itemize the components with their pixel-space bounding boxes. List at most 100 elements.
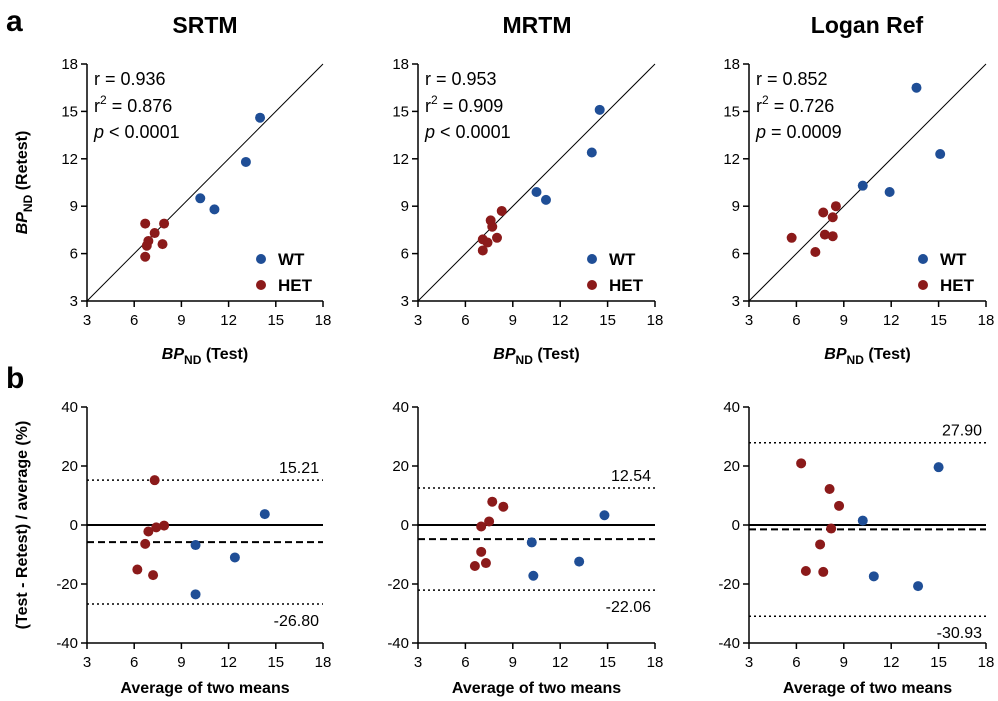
legend-marker-wt [918, 254, 928, 264]
identity-line [748, 63, 987, 302]
y-tick-label: -20 [718, 576, 740, 593]
data-point-wt [884, 186, 895, 197]
stat-p-value: p = 0.0009 [755, 122, 842, 142]
legend-label-het: HET [609, 276, 644, 295]
data-point-wt [868, 571, 879, 582]
x-tick-label: 15 [599, 654, 616, 671]
stat-r-squared: r2 = 0.726 [756, 93, 834, 116]
panel-label-a: a [6, 5, 23, 38]
data-point-het [827, 231, 838, 242]
stat-r-squared-superscript: 2 [431, 93, 438, 107]
stat-p-text: < 0.0001 [104, 122, 180, 142]
x-tick-label: 12 [220, 312, 237, 329]
data-point-het [818, 566, 829, 577]
stat-r-squared-base: r [756, 96, 762, 116]
stat-p-value: p < 0.0001 [424, 122, 511, 142]
data-point-wt [531, 186, 542, 197]
y-tick-label: 0 [70, 517, 78, 534]
data-point-het [140, 251, 151, 262]
data-point-het [476, 521, 487, 532]
x-axis-label: BPND (Test) [824, 346, 910, 367]
y-axis-label: (Test - Retest) / average (%) [14, 421, 31, 630]
column-title-logan-ref: Logan Ref [811, 12, 924, 38]
data-point-wt [586, 147, 597, 158]
y-tick-label: -40 [718, 635, 740, 652]
x-tick-label: 15 [267, 312, 284, 329]
y-tick-label: 9 [732, 198, 740, 215]
y-tick-label: 6 [70, 246, 78, 263]
x-tick-label: 3 [83, 654, 91, 671]
legend-marker-wt [256, 254, 266, 264]
series-wt [531, 104, 605, 205]
data-point-het [487, 221, 498, 232]
data-point-het [140, 218, 151, 229]
y-tick-label: 18 [61, 56, 78, 73]
y-tick-label: 3 [70, 293, 78, 310]
data-point-het [810, 247, 821, 258]
data-point-wt [259, 509, 270, 520]
data-point-het [826, 523, 837, 534]
x-tick-label: 6 [130, 654, 138, 671]
x-tick-label: 3 [414, 654, 422, 671]
data-point-wt [857, 180, 868, 191]
legend-label-wt: WT [609, 250, 636, 269]
x-tick-label: 9 [509, 312, 517, 329]
series-wt [195, 112, 266, 215]
data-point-het [149, 228, 160, 239]
stat-r-squared-value: = 0.726 [769, 96, 835, 116]
y-tick-label: 15 [392, 103, 409, 120]
x-tick-label: 3 [414, 312, 422, 329]
series-het [786, 201, 841, 258]
x-tick-label: 15 [599, 312, 616, 329]
data-point-het [132, 564, 143, 575]
x-axis-label: BPND (Test) [162, 346, 248, 367]
series-wt [857, 82, 946, 197]
x-tick-label: 18 [647, 654, 664, 671]
x-tick-label: 18 [315, 654, 332, 671]
y-tick-label: 20 [61, 458, 78, 475]
x-tick-label: 18 [647, 312, 664, 329]
x-axis-label-main: BP [162, 346, 185, 363]
data-point-het [487, 496, 498, 507]
data-point-wt [209, 204, 220, 215]
data-point-het [143, 526, 154, 537]
data-point-het [824, 484, 835, 495]
lower-limit-label: -30.93 [937, 625, 982, 642]
x-tick-label: 18 [978, 312, 995, 329]
chart-b-logan-ref: 3 6 9 12 15 18 -40 -20 0 20 40 27.90 -30.93 Average o… [718, 399, 994, 697]
y-tick-label: 0 [732, 517, 740, 534]
series-het [796, 458, 845, 577]
data-point-het [157, 239, 168, 250]
y-tick-label: 40 [723, 399, 740, 416]
x-axis-label-rest: (Test) [201, 346, 248, 363]
y-axis-label-subscript: ND [21, 194, 35, 212]
x-axis-label-rest: (Test) [533, 346, 580, 363]
x-tick-label: 12 [883, 654, 900, 671]
y-tick-label: -40 [56, 635, 78, 652]
y-tick-label: -20 [56, 576, 78, 593]
x-tick-label: 9 [177, 312, 185, 329]
series-wt [190, 509, 270, 600]
x-tick-label: 12 [220, 654, 237, 671]
y-tick-label: 15 [723, 103, 740, 120]
y-tick-label: 6 [401, 246, 409, 263]
series-wt [857, 462, 944, 592]
upper-limit-label: 15.21 [279, 460, 319, 477]
lower-limit-label: -22.06 [606, 599, 651, 616]
x-axis-label-main: BP [493, 346, 516, 363]
panel-label-b: b [6, 362, 24, 395]
stat-p-symbol: p [424, 122, 435, 142]
lower-limit-label: -26.80 [274, 613, 319, 630]
data-point-wt [195, 193, 206, 204]
data-point-het [818, 207, 829, 218]
legend-label-wt: WT [278, 250, 305, 269]
stat-r: r = 0.953 [425, 69, 497, 89]
x-tick-label: 6 [130, 312, 138, 329]
y-tick-label: 20 [392, 458, 409, 475]
data-point-het [149, 475, 160, 486]
y-tick-label: 40 [61, 399, 78, 416]
y-tick-label: 18 [723, 56, 740, 73]
